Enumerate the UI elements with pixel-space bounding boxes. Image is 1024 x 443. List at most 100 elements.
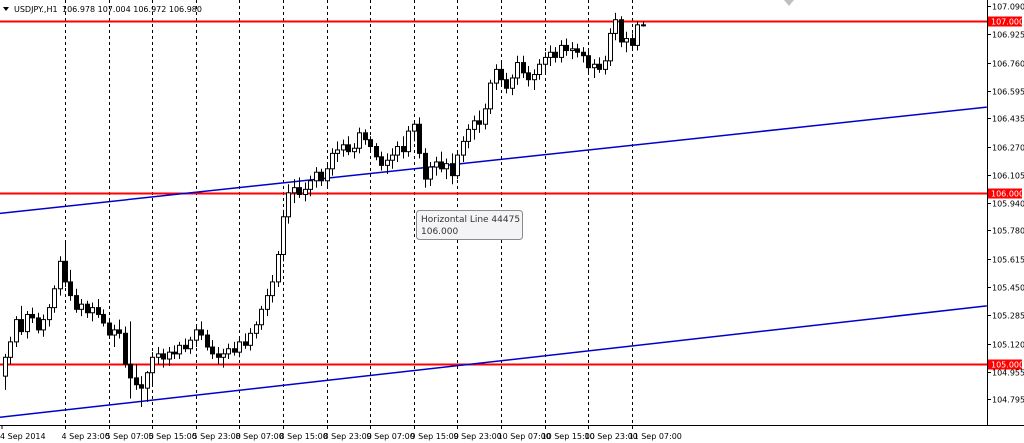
candle xyxy=(379,151,384,171)
x-tick-label: 9 Sep 15:00 xyxy=(411,432,459,441)
chart-shift-marker[interactable] xyxy=(784,0,794,6)
level-label-box xyxy=(988,16,1022,27)
candle xyxy=(461,136,466,162)
candle-body-bear xyxy=(630,38,635,46)
candle-body-bear xyxy=(210,346,215,355)
y-tick-label: 106.270 xyxy=(992,144,1024,153)
candle xyxy=(47,304,52,327)
candle-body-bull xyxy=(608,32,613,62)
candle xyxy=(52,285,57,313)
candle-body-bear xyxy=(586,55,591,69)
y-tick-label: 106.435 xyxy=(992,115,1024,124)
candle-body-bear xyxy=(564,44,569,52)
candle-body-bull xyxy=(592,63,597,69)
candle-body-bull xyxy=(254,324,259,334)
candle xyxy=(281,209,286,262)
candle-body-bull xyxy=(472,120,477,130)
candle xyxy=(96,299,101,318)
y-tick-label: 105.120 xyxy=(992,341,1024,350)
candle-body-bull xyxy=(613,19,618,34)
candle xyxy=(139,376,144,408)
candle xyxy=(526,65,531,87)
x-tick-label: 8 Sep 15:00 xyxy=(280,432,328,441)
candle xyxy=(216,347,221,365)
candle xyxy=(79,299,84,317)
candle xyxy=(548,45,553,66)
candle xyxy=(374,143,379,161)
ohlc-readout: 106.978 107.004 106.972 106.980 xyxy=(62,5,202,14)
candle xyxy=(624,31,629,53)
candle xyxy=(265,288,270,317)
candles-layer xyxy=(3,12,646,408)
candle xyxy=(537,59,542,80)
candle xyxy=(183,338,188,353)
y-tick-label: 105.615 xyxy=(992,256,1024,265)
candle xyxy=(341,139,346,157)
candle-body-bear xyxy=(123,332,128,365)
triangle-down-icon[interactable] xyxy=(3,7,9,11)
candle xyxy=(259,305,264,330)
candle-body-bull xyxy=(8,341,13,358)
candle xyxy=(319,168,324,186)
candle-body-bull xyxy=(150,356,155,374)
x-tick-label: 10 Sep 15:00 xyxy=(542,432,595,441)
candle-body-bear xyxy=(232,348,237,353)
candle-body-bull xyxy=(112,329,117,336)
candle xyxy=(177,341,182,360)
candle xyxy=(128,321,133,399)
candle-body-bull xyxy=(395,146,400,156)
candle-body-bull xyxy=(188,339,193,350)
candle-body-bear xyxy=(243,341,248,346)
candle-body-bear xyxy=(363,132,368,141)
candle xyxy=(270,275,275,303)
candle xyxy=(107,317,112,339)
candle-body-bull xyxy=(385,159,390,166)
candle xyxy=(619,16,624,48)
y-tick-label: 106.105 xyxy=(992,172,1024,181)
y-tick-label: 104.955 xyxy=(992,369,1024,378)
candle xyxy=(297,177,302,198)
price-axis-labels: 107.090 106.925 106.760 106.595 106.435 106.2… xyxy=(987,3,1024,405)
level-labels-layer: 107.000 106.000 105.000 xyxy=(988,16,1024,370)
candle-body-bull xyxy=(14,319,19,343)
candle xyxy=(434,156,439,176)
candle-body-bull xyxy=(308,180,313,190)
candle xyxy=(472,115,477,140)
candle xyxy=(167,347,172,366)
tooltip-line-name: Horizontal Line 44475 xyxy=(421,215,520,225)
candle xyxy=(330,148,335,176)
candle xyxy=(488,79,493,114)
candle xyxy=(401,136,406,159)
candle xyxy=(423,148,428,188)
candle-body-bear xyxy=(581,51,586,57)
candle-body-bull xyxy=(357,132,362,149)
candle-body-bear xyxy=(216,353,221,358)
level-label-box xyxy=(988,188,1022,199)
candle-body-bull xyxy=(335,149,340,154)
candle-body-bear xyxy=(96,307,101,315)
candle-body-bear xyxy=(30,313,35,319)
candle xyxy=(608,28,613,66)
x-tick-label: 5 Sep 07:00 xyxy=(106,432,154,441)
candle-body-bull xyxy=(494,68,499,84)
candle xyxy=(586,48,591,73)
candle xyxy=(603,55,608,75)
candle-body-bull xyxy=(286,192,291,218)
candle-body-bear xyxy=(417,123,422,154)
candle-body-bear xyxy=(205,334,210,348)
candle-body-bull xyxy=(276,253,281,283)
candle-body-bull xyxy=(532,74,537,81)
candle-body-bull xyxy=(281,216,286,255)
candle xyxy=(134,364,139,390)
candle-body-bull xyxy=(488,82,493,110)
candle xyxy=(237,338,242,358)
candle xyxy=(254,321,259,339)
candle-body-bull xyxy=(559,44,564,58)
candle-body-bear xyxy=(85,303,90,314)
candle-body-bear xyxy=(199,329,204,336)
channel-line xyxy=(0,106,987,215)
candle xyxy=(543,52,548,73)
symbol-label: USDJPY.,H1 xyxy=(14,5,58,14)
level-label: 105.000 xyxy=(991,361,1024,370)
